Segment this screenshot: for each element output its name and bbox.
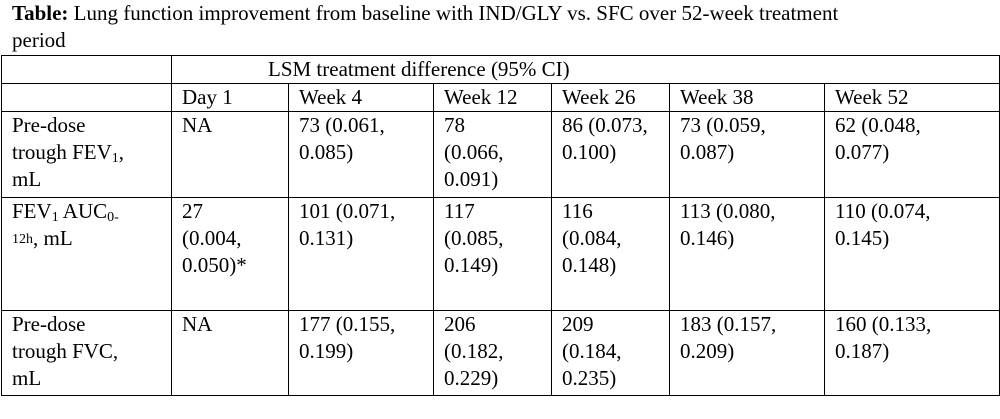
table-cell: 117 (0.085, 0.149) [433, 197, 552, 311]
table-cell: 177 (0.155, 0.199) [288, 310, 434, 396]
table-cell: 116 (0.084, 0.148) [551, 197, 670, 311]
empty-corner-cell [1, 55, 172, 84]
table-row: FEV1 AUC0- 12h, mL 27 (0.004, 0.050)* 101 … [1, 197, 1000, 311]
table-header-row-columns: Day 1 Week 4 Week 12 Week 26 Week 38 Wee… [1, 83, 1000, 112]
table-cell: 73 (0.059, 0.087) [669, 111, 825, 198]
row-label: Pre-dose trough FVC, mL [1, 310, 172, 396]
table-cell: 86 (0.073, 0.100) [551, 111, 670, 198]
table-cell: 110 (0.074, 0.145) [823, 197, 1000, 311]
table-cell: 62 (0.048, 0.077) [823, 111, 1000, 198]
table-cell: 73 (0.061, 0.085) [288, 111, 434, 198]
table-cell: 101 (0.071, 0.131) [288, 197, 434, 311]
caption-text: Lung function improvement from baseline … [68, 1, 839, 25]
table-cell: NA [171, 310, 289, 396]
table-caption: Table: Lung function improvement from ba… [12, 0, 997, 54]
table-row: Pre-dose trough FEV1, mL NA 73 (0.061, 0.… [1, 111, 1000, 198]
table-row: Pre-dose trough FVC, mL NA 177 (0.155, 0.… [1, 310, 1000, 396]
column-header: Day 1 [171, 83, 289, 112]
table-cell: 160 (0.133, 0.187) [823, 310, 1000, 396]
column-header: Week 26 [551, 83, 670, 112]
table-cell: NA [171, 111, 289, 198]
caption-text-cont: period [12, 28, 66, 52]
table-cell: 78 (0.066, 0.091) [433, 111, 552, 198]
caption-label: Table: [12, 1, 69, 25]
table-cell: 27 (0.004, 0.050)* [171, 197, 289, 311]
column-header: Week 52 [823, 83, 1000, 112]
row-label: FEV1 AUC0- 12h, mL [1, 197, 172, 311]
results-table: LSM treatment difference (95% CI) Day 1 … [1, 55, 1000, 396]
table-cell: 209 (0.184, 0.235) [551, 310, 670, 396]
group-header: LSM treatment difference (95% CI) [170, 55, 1000, 84]
column-header: Week 4 [288, 83, 434, 112]
column-header: Week 12 [433, 83, 552, 112]
table-cell: 113 (0.080, 0.146) [669, 197, 825, 311]
table-header-row-group: LSM treatment difference (95% CI) [1, 55, 1000, 84]
row-label: Pre-dose trough FEV1, mL [1, 111, 172, 198]
table-cell: 183 (0.157, 0.209) [669, 310, 825, 396]
table-cell: 206 (0.182, 0.229) [433, 310, 552, 396]
empty-corner-cell [1, 83, 172, 112]
column-header: Week 38 [669, 83, 825, 112]
